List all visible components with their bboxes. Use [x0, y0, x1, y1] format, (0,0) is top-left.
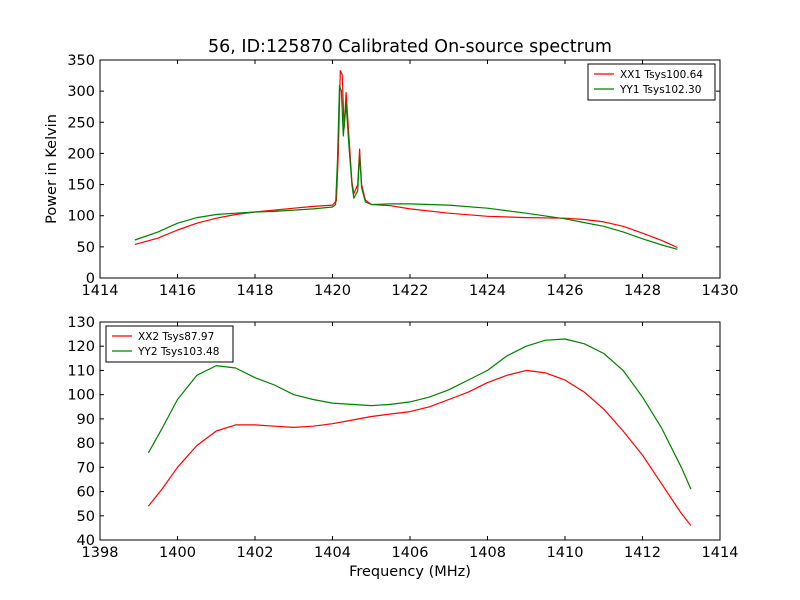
top-y-tick-label: 300 [67, 84, 95, 100]
top-plot-frame [99, 59, 721, 279]
top-ticks-layer: 1414 1416 1418 1420 1422 1424 1426 1428 1430 0 50 1… [67, 53, 738, 299]
bottom-x-axis-label: Frequency (MHz) [349, 564, 471, 580]
bottom-legend-label-1: XX2 Tsys87.97 [138, 331, 214, 343]
top-y-tick-label: 0 [86, 271, 95, 287]
bottom-y-tick-label: 50 [77, 509, 95, 525]
top-series-line-2 [134, 84, 678, 250]
bottom-ticks-layer: 1398 1400 1402 1404 1406 1408 1410 1412 1414 40 50… [67, 315, 738, 561]
top-legend-label-1: XX1 Tsys100.64 [620, 69, 703, 81]
bottom-y-tick-label: 130 [67, 315, 95, 331]
top-series-layer [134, 70, 678, 250]
bottom-x-tick-label: 1402 [237, 545, 274, 561]
bottom-plot-frame [99, 321, 721, 541]
top-y-tick-label: 200 [67, 146, 95, 162]
bottom-y-tick-label: 100 [67, 388, 95, 404]
bottom-x-tick-label: 1398 [82, 545, 119, 561]
chart-title: 56, ID:125870 Calibrated On-source spect… [208, 37, 612, 57]
top-y-tick-label: 150 [67, 178, 95, 194]
top-legend: XX1 Tsys100.64 YY1 Tsys102.30 [587, 63, 716, 101]
top-x-tick-label: 1418 [237, 283, 274, 299]
bottom-y-tick-label: 110 [67, 363, 95, 379]
top-y-axis-label: Power in Kelvin [44, 114, 60, 224]
top-x-tick-label: 1420 [314, 283, 351, 299]
top-x-tick-label: 1430 [702, 283, 739, 299]
bottom-y-tick-label: 60 [77, 485, 95, 501]
bottom-series-layer [147, 338, 692, 526]
bottom-x-tick-label: 1404 [314, 545, 351, 561]
bottom-y-tick-label: 40 [77, 533, 95, 549]
top-y-tick-label: 350 [67, 53, 95, 69]
bottom-series-line-2 [147, 338, 692, 490]
bottom-x-tick-label: 1408 [469, 545, 506, 561]
top-x-tick-label: 1414 [82, 283, 119, 299]
bottom-legend-box [105, 325, 234, 363]
top-x-tick-label: 1424 [469, 283, 506, 299]
bottom-y-tick-label: 70 [77, 460, 95, 476]
top-y-tick-label: 50 [77, 240, 95, 256]
bottom-y-tick-label: 80 [77, 436, 95, 452]
bottom-spectrum-plot: Frequency (MHz) 1398 1400 1402 1404 1406 1408… [67, 315, 738, 580]
top-x-tick-label: 1422 [392, 283, 429, 299]
bottom-legend-label-2: YY2 Tsys103.48 [137, 346, 219, 358]
top-spectrum-plot: 56, ID:125870 Calibrated On-source spect… [44, 37, 738, 299]
bottom-y-tick-label: 120 [67, 339, 95, 355]
top-x-tick-label: 1428 [624, 283, 661, 299]
bottom-x-tick-label: 1400 [159, 545, 196, 561]
bottom-x-tick-label: 1410 [547, 545, 584, 561]
top-y-tick-label: 100 [67, 209, 95, 225]
top-x-tick-label: 1416 [159, 283, 196, 299]
bottom-x-tick-label: 1412 [624, 545, 661, 561]
bottom-legend: XX2 Tsys87.97 YY2 Tsys103.48 [105, 325, 234, 363]
bottom-series-line-1 [147, 369, 692, 526]
bottom-x-tick-label: 1414 [702, 545, 739, 561]
top-x-tick-label: 1426 [547, 283, 584, 299]
top-legend-label-2: YY1 Tsys102.30 [619, 84, 701, 96]
top-y-tick-label: 250 [67, 115, 95, 131]
bottom-y-tick-label: 90 [77, 412, 95, 428]
bottom-x-tick-label: 1406 [392, 545, 429, 561]
top-legend-box [587, 63, 716, 101]
